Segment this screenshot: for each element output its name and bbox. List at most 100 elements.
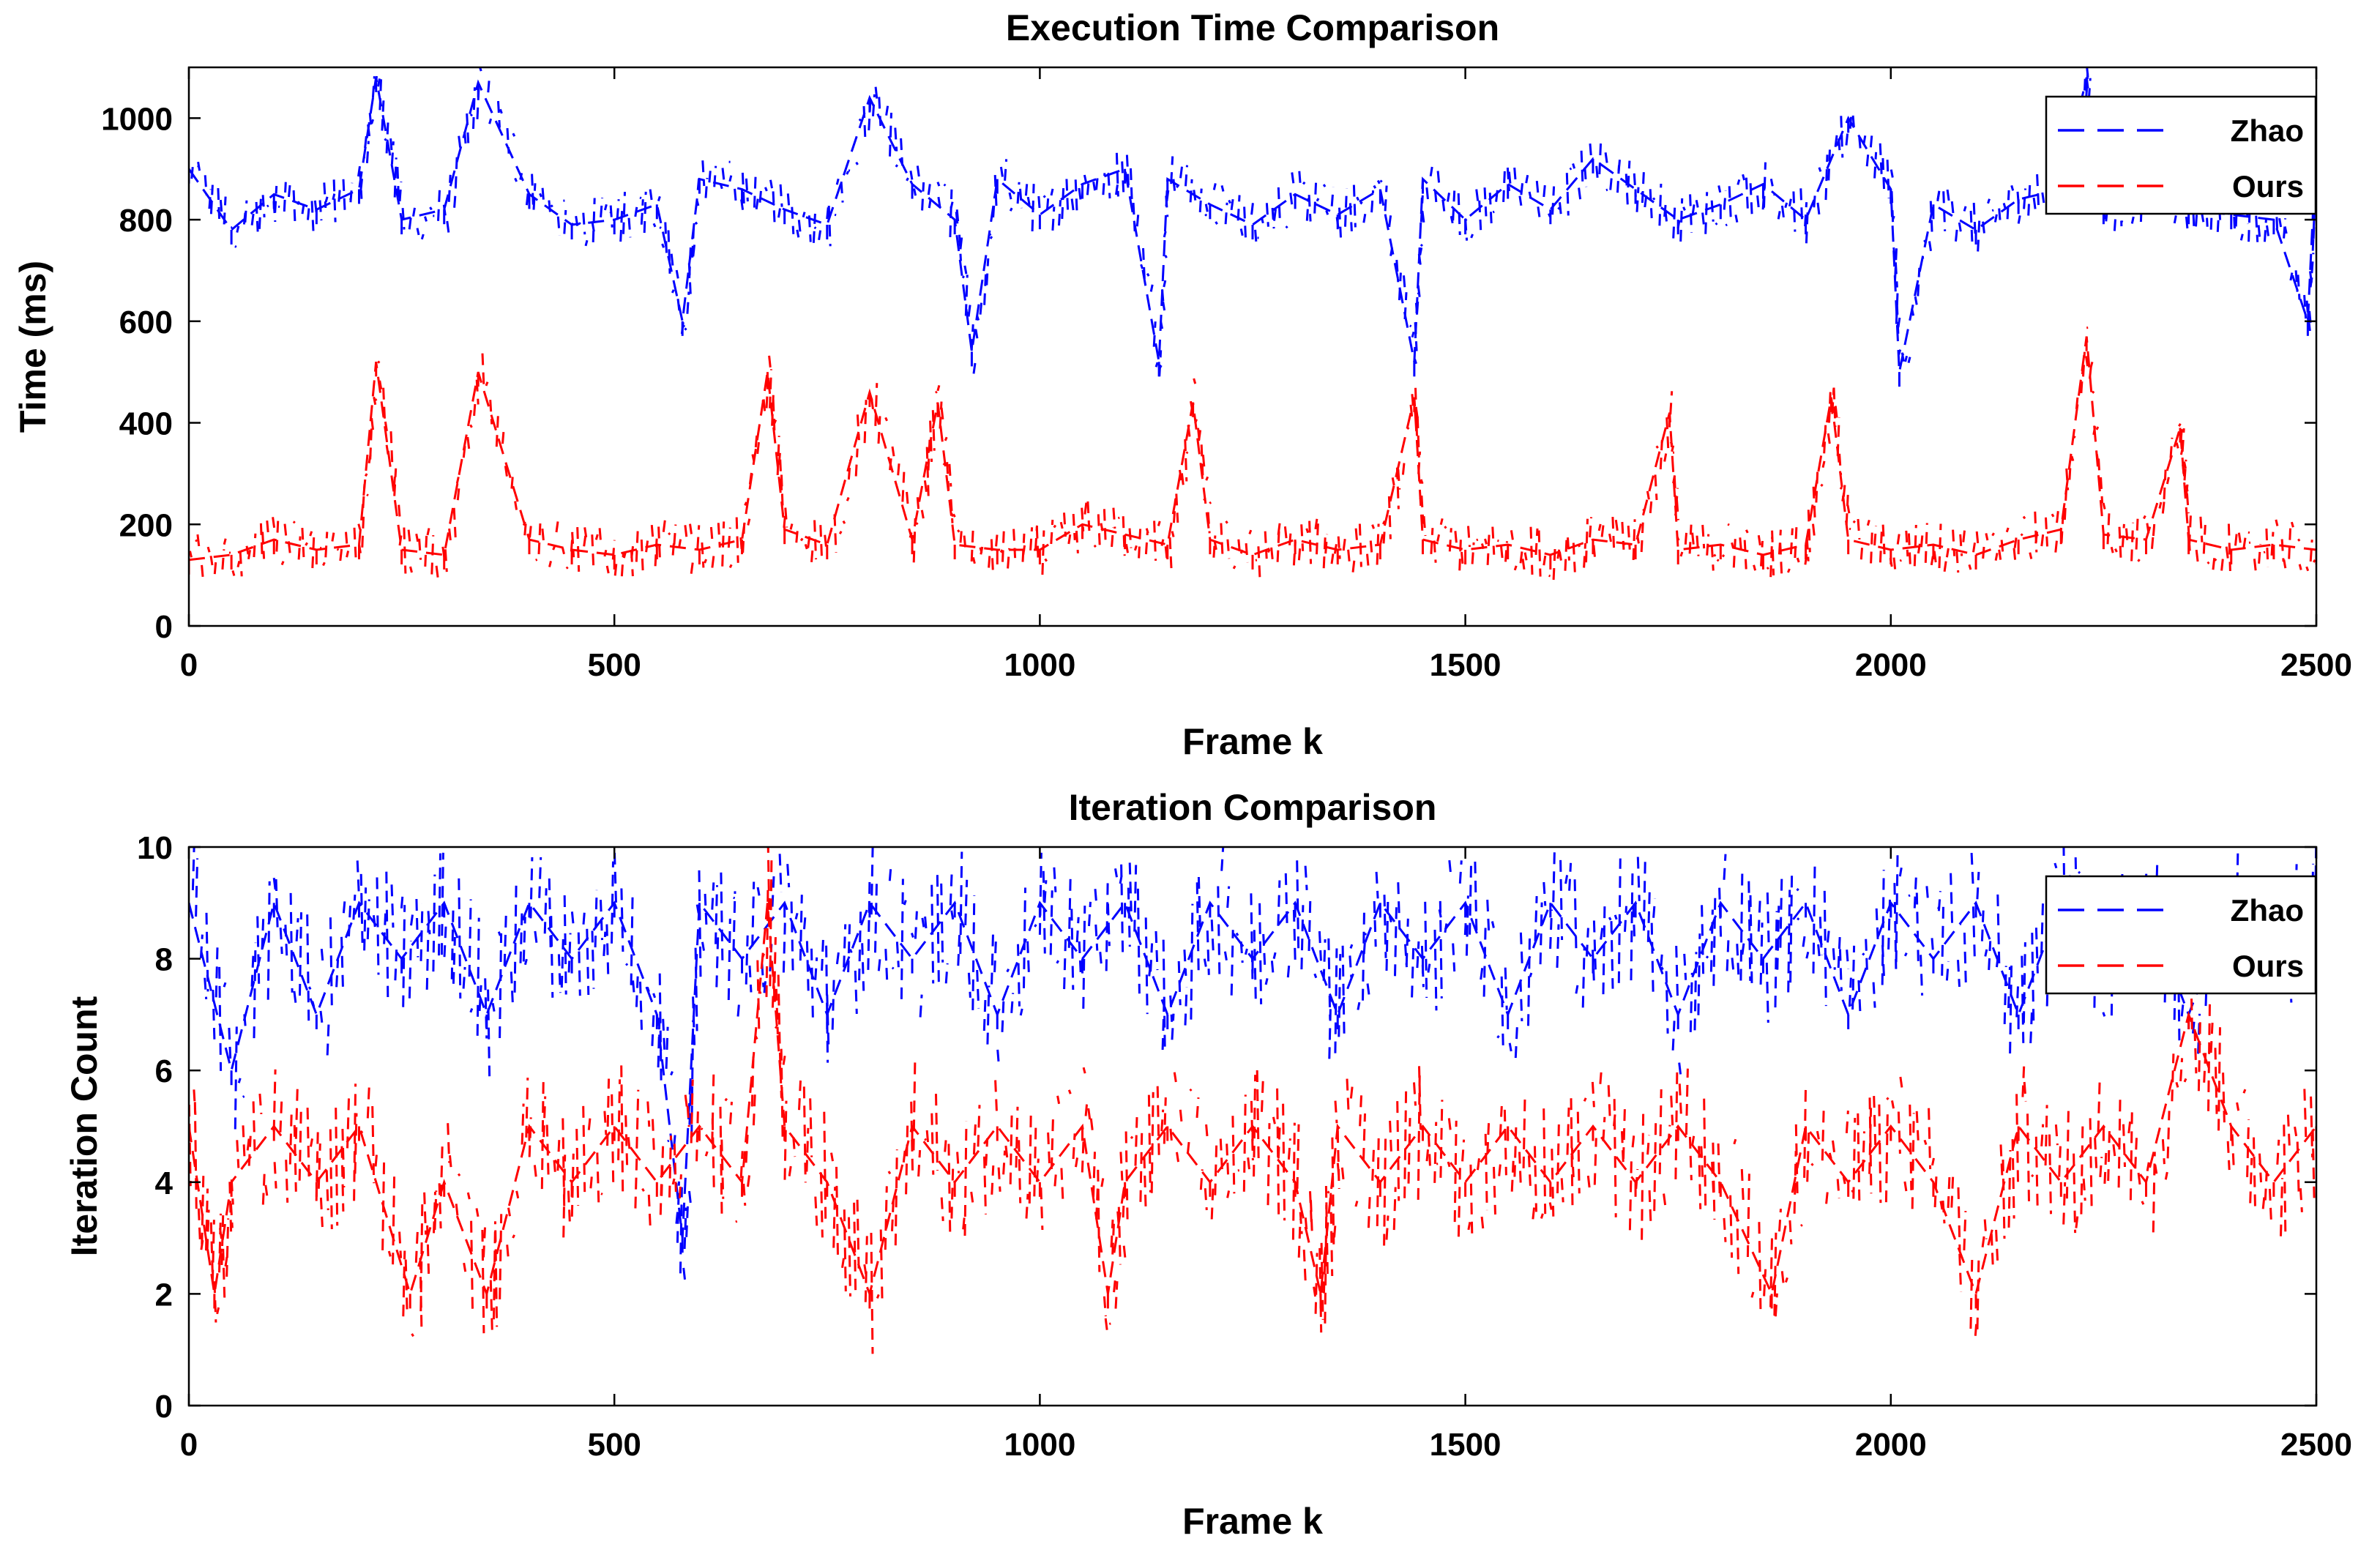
series-segment [329, 917, 333, 1011]
series-segment [1899, 1076, 1903, 1088]
series-segment [2171, 1053, 2175, 1102]
series-segment [557, 954, 562, 993]
series-segment [2199, 516, 2204, 542]
series-segment [830, 1152, 834, 1162]
series-segment [1119, 1152, 1124, 1181]
series-segment [1008, 192, 1012, 200]
series-segment [1838, 453, 1843, 475]
series-segment [261, 531, 266, 559]
series-segment [874, 883, 878, 953]
series-segment [2013, 537, 2018, 548]
series-segment [1641, 171, 1645, 204]
series-segment [924, 1138, 927, 1141]
series-segment [427, 911, 431, 935]
series-segment [1784, 1277, 1788, 1283]
series-segment [692, 996, 696, 1045]
series-segment [964, 879, 969, 925]
series-segment [974, 329, 979, 339]
series-segment [783, 511, 787, 529]
series-segment [252, 1101, 256, 1155]
series-segment [782, 919, 786, 973]
series-segment [1572, 542, 1576, 572]
series-segment [335, 959, 340, 988]
series-segment [1821, 1105, 1825, 1161]
series-segment [1307, 894, 1312, 951]
series-segment [1834, 406, 1838, 419]
legend-box [2045, 95, 2317, 215]
series-segment [1640, 522, 1644, 553]
series-segment [1812, 523, 1816, 538]
series-segment [2310, 253, 2315, 274]
series-segment [1341, 945, 1346, 1034]
series-segment [1403, 275, 1406, 294]
series-segment [2022, 515, 2026, 520]
series-segment [1160, 539, 1165, 546]
series-segment [2180, 1002, 2185, 1017]
series-segment [402, 1250, 406, 1317]
series-segment [1658, 1089, 1663, 1175]
series-segment [1923, 1139, 1928, 1146]
series-segment [2310, 1096, 2314, 1157]
series-segment [1111, 527, 1115, 548]
series-segment [2012, 548, 2017, 563]
series-segment [1407, 1118, 1411, 1184]
series-segment [950, 1163, 955, 1219]
series-segment [1757, 534, 1761, 546]
series-segment [1895, 287, 1899, 324]
series-segment [1614, 914, 1618, 920]
series-segment [1058, 200, 1062, 226]
series-segment [1972, 542, 1976, 553]
series-segment [1049, 890, 1053, 955]
series-segment [2106, 512, 2111, 545]
series-segment [1405, 918, 1409, 965]
series-segment [1747, 881, 1752, 981]
series-segment [1758, 1222, 1762, 1310]
series-segment [622, 192, 626, 234]
series-segment [1484, 538, 1488, 545]
series-segment [1413, 1082, 1417, 1106]
series-segment [1447, 1161, 1451, 1168]
series-segment [1589, 143, 1593, 163]
series-segment [1467, 1222, 1471, 1231]
series-segment [403, 527, 407, 574]
series-segment [972, 362, 977, 374]
series-segment [1597, 523, 1602, 531]
series-segment [463, 1262, 467, 1272]
series-segment [1429, 166, 1433, 176]
series-segment [772, 191, 776, 224]
series-segment [1669, 391, 1674, 415]
series-segment [1161, 1001, 1165, 1051]
series-segment [462, 966, 466, 989]
series-segment [1082, 906, 1086, 1009]
x-tick-label: 0 [180, 1427, 198, 1463]
series-segment [1258, 903, 1263, 1004]
x-tick-label: 1000 [1004, 647, 1075, 683]
series-segment [758, 186, 763, 203]
series-segment [1609, 174, 1614, 190]
series-segment [1660, 947, 1664, 966]
series-segment [1624, 906, 1627, 932]
series-segment [1029, 527, 1034, 551]
series-segment [1996, 894, 2001, 964]
series-segment [1195, 1097, 1200, 1119]
series-segment [488, 118, 493, 124]
series-segment [2264, 217, 2267, 242]
series-segment [2075, 1215, 2079, 1228]
series-segment [1362, 933, 1367, 955]
series-segment [236, 225, 240, 233]
series-segment [838, 531, 843, 534]
series-segment [1586, 1175, 1591, 1189]
series-segment [671, 289, 675, 294]
series-segment [1457, 1168, 1461, 1237]
series-segment [993, 175, 998, 210]
series-segment [1486, 899, 1491, 933]
series-segment [2005, 527, 2010, 533]
series-segment [1337, 536, 1341, 559]
series-segment [1759, 922, 1764, 985]
y-tick-label: 400 [119, 406, 173, 442]
series-segment [1302, 181, 1306, 185]
series-segment [1125, 154, 1130, 186]
series-segment [1898, 349, 1902, 355]
series-segment [1083, 502, 1088, 515]
